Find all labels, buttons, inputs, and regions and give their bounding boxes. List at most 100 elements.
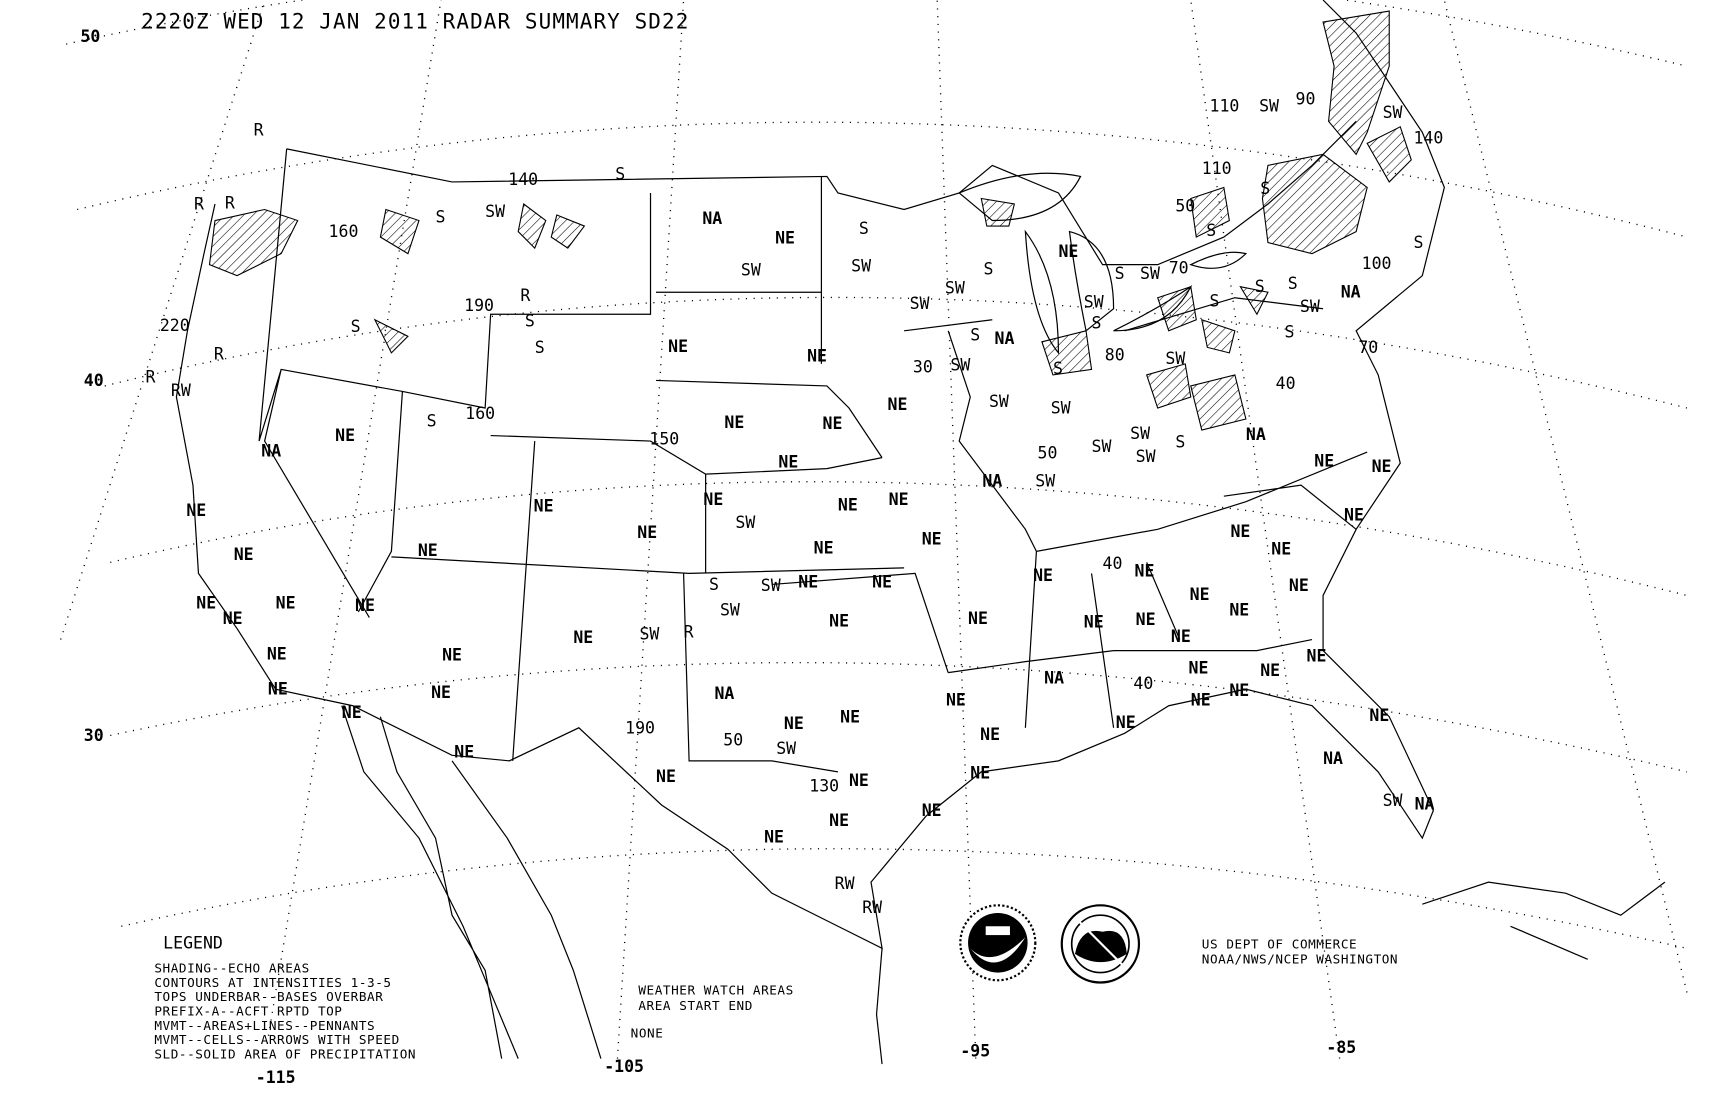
- station-label: NE: [798, 573, 818, 592]
- graticule: [60, 0, 1688, 1059]
- station-label: SW: [1035, 471, 1055, 490]
- echo-area: [1145, 363, 1192, 409]
- station-label: S: [1053, 359, 1063, 378]
- station-label: NE: [888, 395, 908, 414]
- echo-top-label: 110: [1210, 96, 1240, 115]
- station-label: SW: [1259, 96, 1279, 115]
- longitude-label: -105: [604, 1057, 644, 1076]
- station-label: SW: [761, 576, 781, 595]
- station-label: NA: [1341, 283, 1361, 302]
- station-label: R: [254, 121, 264, 140]
- station-label: S: [615, 165, 625, 184]
- station-label: NE: [534, 497, 554, 516]
- station-label: NE: [980, 725, 1000, 744]
- station-label: SW: [741, 261, 761, 280]
- legend-line: CONTOURS AT INTENSITIES 1-3-5: [154, 975, 391, 990]
- station-label: S: [983, 260, 993, 279]
- station-label: R: [146, 368, 156, 387]
- station-label: NA: [1044, 669, 1064, 688]
- station-label: NE: [1289, 576, 1309, 595]
- echo-top-label: 70: [1169, 258, 1189, 277]
- longitude-line-115: [263, 0, 442, 1059]
- echo-top-label: 160: [465, 404, 495, 423]
- station-label: NE: [1372, 457, 1392, 476]
- echo-top-label: 30: [913, 358, 933, 377]
- latitude-label: 30: [84, 726, 104, 745]
- legend-line: MVMT--CELLS--ARROWS WITH SPEED: [154, 1032, 399, 1047]
- station-label: NE: [637, 523, 657, 542]
- station-label: S: [1206, 221, 1216, 240]
- station-label: NE: [196, 594, 216, 613]
- legend-line: TOPS UNDERBAR--BASES OVERBAR: [154, 989, 383, 1004]
- echo-area: [550, 214, 586, 249]
- station-label: NA: [714, 684, 734, 703]
- us-outline: [175, 0, 1445, 950]
- echo-top-label: 150: [649, 429, 679, 448]
- longitude-label: -95: [960, 1041, 990, 1060]
- echo-area: [1156, 285, 1197, 332]
- station-label: NE: [431, 683, 451, 702]
- station-label: NE: [1314, 451, 1334, 470]
- station-label: NE: [922, 801, 942, 820]
- station-label: NE: [418, 541, 438, 560]
- station-label: S: [1115, 264, 1125, 283]
- station-label: NE: [223, 609, 243, 628]
- station-label: NA: [1323, 749, 1343, 768]
- echo-top-label: 190: [625, 718, 655, 737]
- station-label: S: [1260, 179, 1270, 198]
- station-label: R: [684, 622, 694, 641]
- echo-top-label: 220: [160, 316, 190, 335]
- echo-top-label: 40: [1276, 374, 1296, 393]
- station-label: S: [1413, 233, 1423, 252]
- station-label: NE: [1116, 713, 1136, 732]
- station-label: R: [225, 193, 235, 212]
- station-label: NE: [764, 827, 784, 846]
- station-label: NE: [872, 573, 892, 592]
- station-label: NA: [261, 442, 281, 461]
- longitude-line-95: [936, 0, 977, 1059]
- echo-area: [1366, 126, 1412, 183]
- map-labels: NA NE SW NE NE NE NE NE NE NE NE NE NE SW NE NE NE NE NE NE…: [146, 90, 1444, 917]
- echo-top-label: 140: [508, 170, 538, 189]
- station-label: S: [1092, 314, 1102, 333]
- latitude-line-25: [121, 848, 1688, 949]
- station-label: R: [194, 195, 204, 214]
- station-label: SW: [720, 600, 740, 619]
- station-label: S: [1255, 277, 1265, 296]
- station-label: SW: [1165, 349, 1185, 368]
- legend-line: PREFIX-A--ACFT RPTD TOP: [154, 1004, 342, 1019]
- credit-line: US DEPT OF COMMERCE: [1202, 936, 1357, 951]
- station-label: S: [709, 575, 719, 594]
- echo-top-label: 50: [1175, 197, 1195, 216]
- echo-area: [1239, 285, 1269, 316]
- station-label: NE: [355, 596, 375, 615]
- echo-top-label: 40: [1133, 674, 1153, 693]
- station-label: NE: [1084, 612, 1104, 631]
- station-label: S: [859, 219, 869, 238]
- echo-top-label: 140: [1413, 128, 1443, 147]
- echo-top-label: 130: [809, 777, 839, 796]
- station-label: NE: [1230, 522, 1250, 541]
- legend-heading: LEGEND: [163, 933, 223, 952]
- echo-top-label: 90: [1296, 90, 1316, 109]
- echo-area: [1041, 330, 1093, 376]
- latitude-line-40: [104, 296, 1688, 409]
- station-label: SW: [1136, 447, 1156, 466]
- station-label: SW: [1130, 424, 1150, 443]
- echo-top-label: 50: [1038, 444, 1058, 463]
- echo-area: [1190, 186, 1230, 238]
- watch-columns: AREA START END: [638, 998, 753, 1013]
- noaa-logo: [959, 904, 1037, 982]
- station-label: NE: [1229, 600, 1249, 619]
- station-label: SW: [1383, 791, 1403, 810]
- station-label: NE: [922, 530, 942, 549]
- latitude-label: 50: [80, 27, 100, 46]
- cuba: [1422, 881, 1666, 960]
- station-label: NE: [1344, 505, 1364, 524]
- latitude-label: 40: [84, 371, 104, 390]
- longitude-line-75: [1443, 0, 1688, 993]
- station-label: NA: [982, 471, 1002, 490]
- station-label: NA: [702, 209, 722, 228]
- latitude-line-50: [66, 0, 1688, 67]
- station-label: NE: [656, 767, 676, 786]
